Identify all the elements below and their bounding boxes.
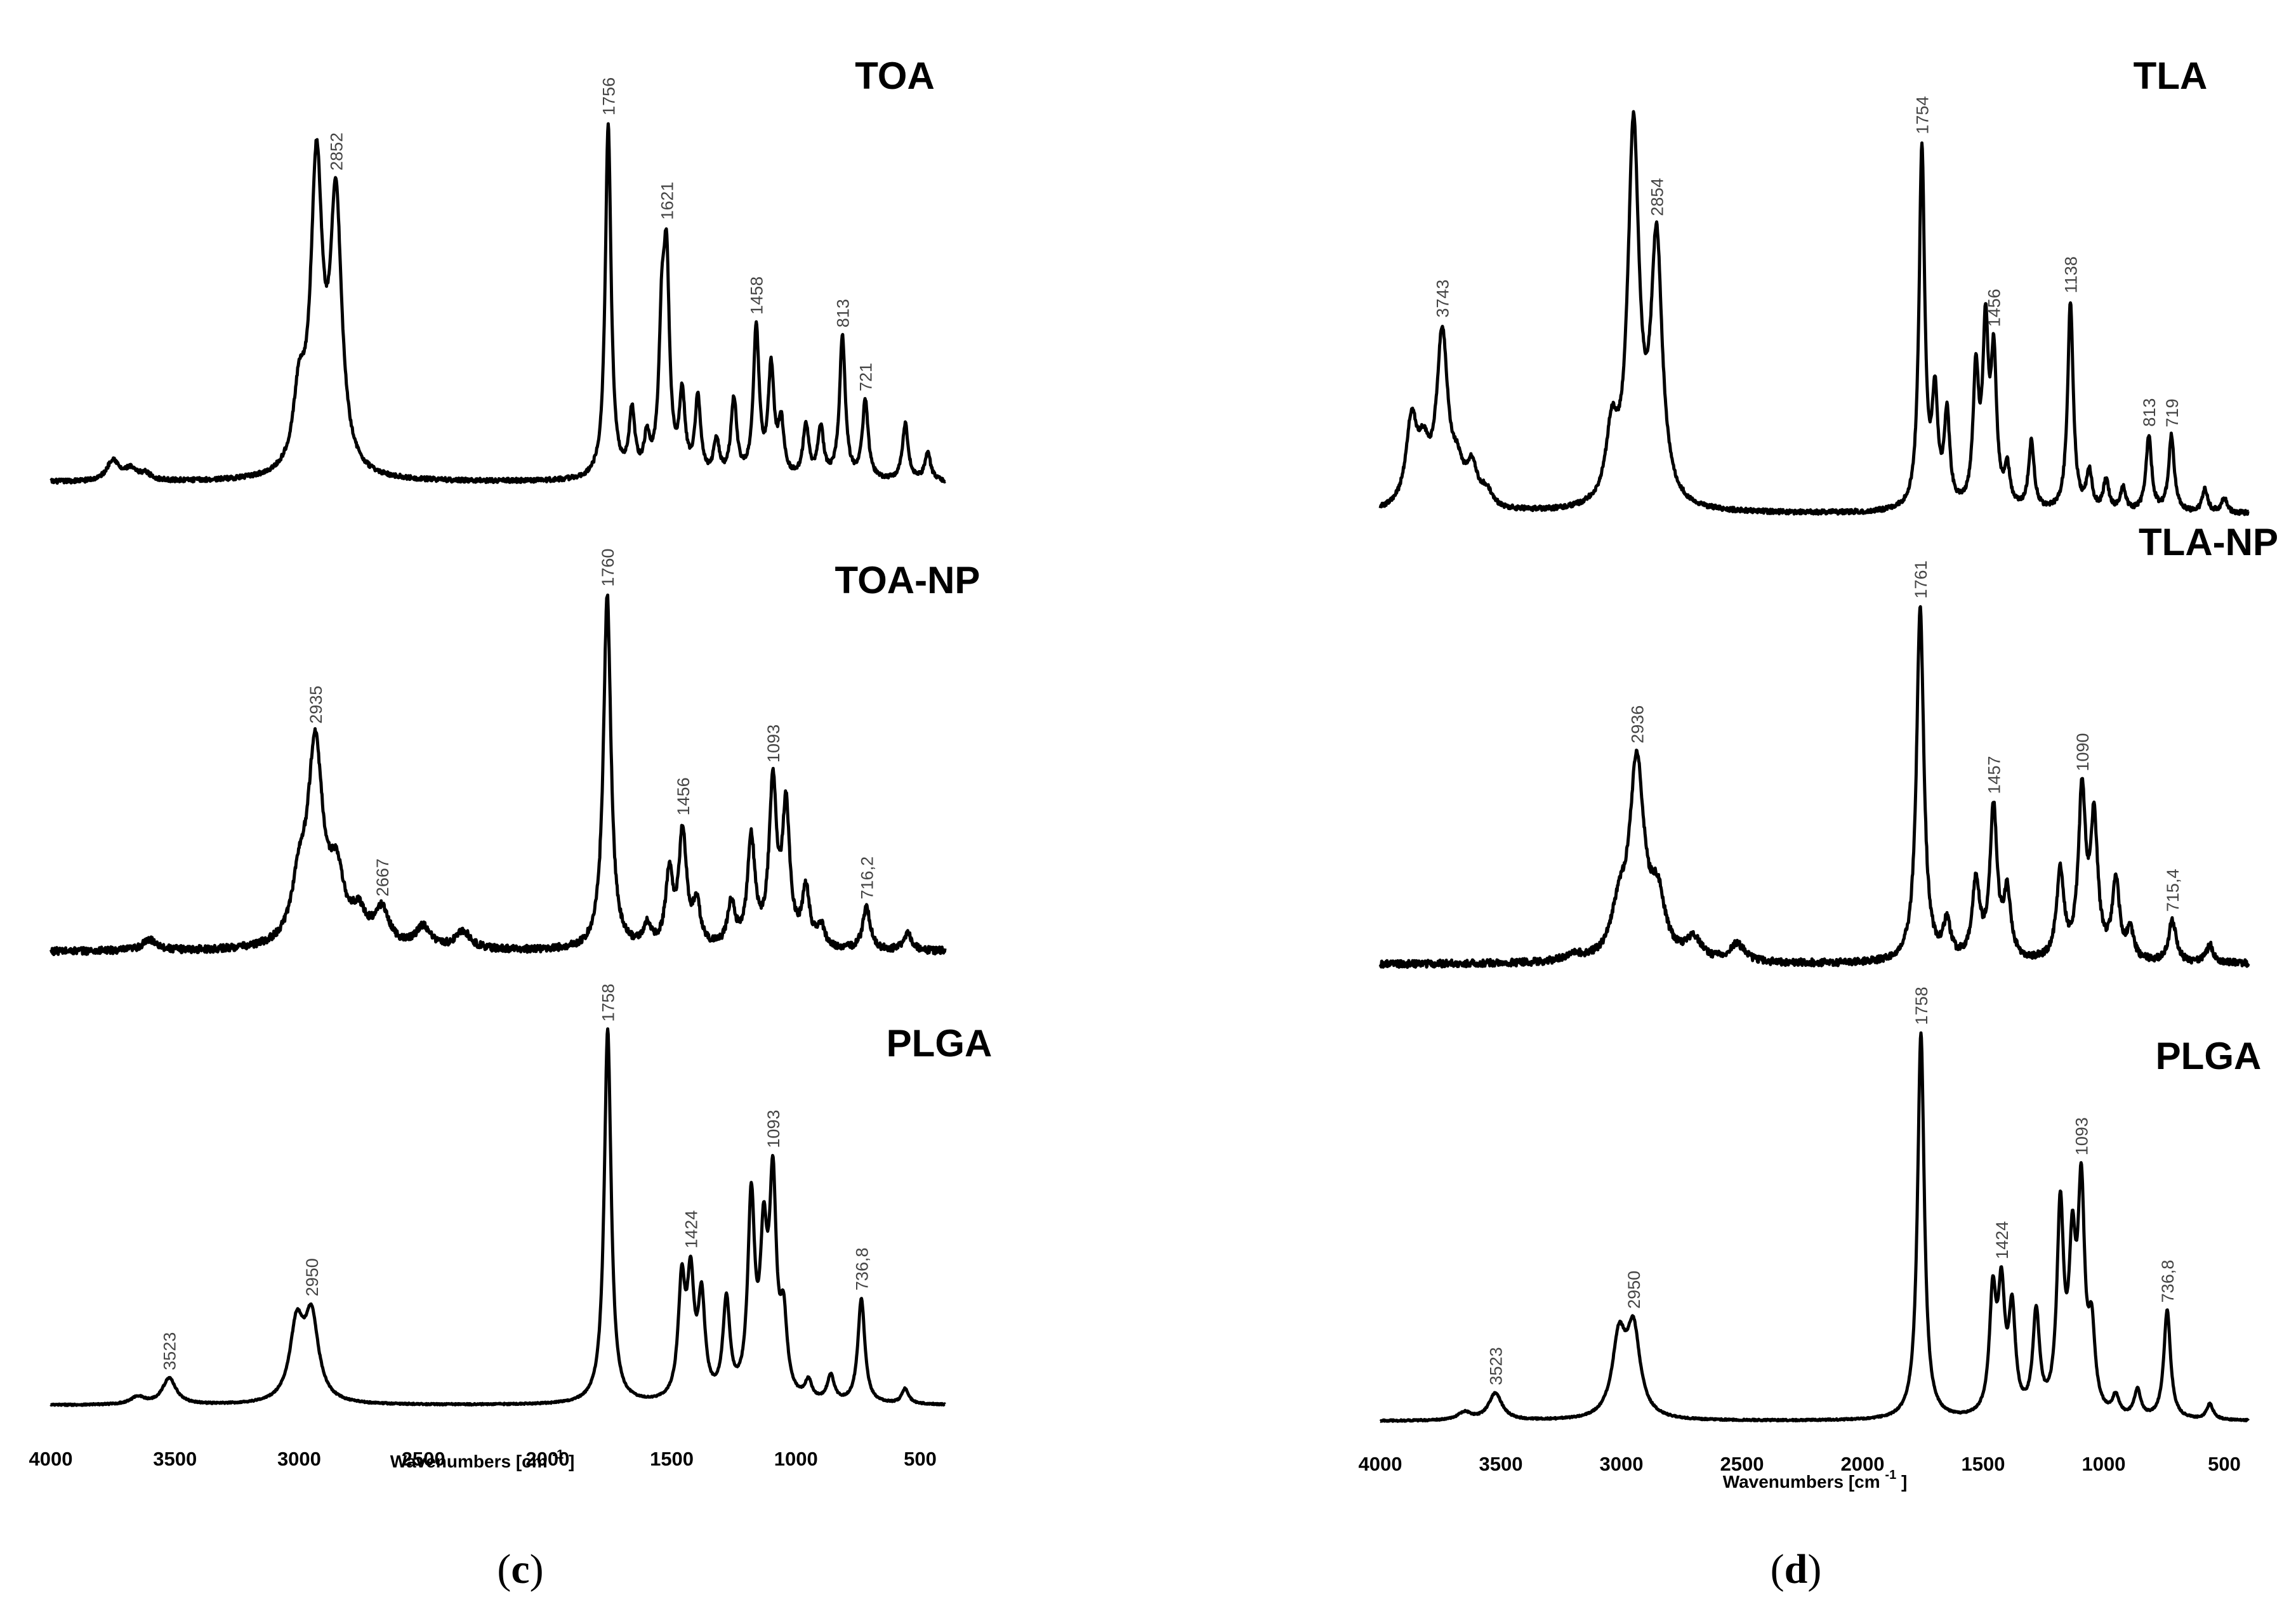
peak-label-2936: 2936 [1628,705,1647,744]
spectrum-line-tla [1378,110,2250,516]
x-tick-label-1000: 1000 [774,1448,818,1470]
peak-label-2852: 2852 [327,133,346,171]
peak-label-1761: 1761 [1911,560,1930,598]
peak-label-1458: 1458 [748,277,767,315]
series-label-plga: PLGA [2156,1035,2262,1077]
peak-label-813: 813 [833,299,852,327]
peak-label-1093: 1093 [2073,1117,2092,1155]
peak-label-736,8: 736,8 [852,1247,871,1290]
peak-label-3743: 3743 [1434,280,1453,318]
peak-label-716,2: 716,2 [857,856,876,900]
x-tick-label-2000: 2000 [1841,1453,1885,1475]
peak-label-3523: 3523 [161,1332,180,1370]
x-tick-label-1500: 1500 [650,1448,694,1470]
peak-label-715,4: 715,4 [2163,869,2182,912]
x-tick-label-500: 500 [904,1448,937,1470]
x-tick-label-1500: 1500 [1962,1453,2005,1475]
x-axis-title-sup: -1 [552,1448,564,1462]
panel-letter-d: (d) [1771,1546,1822,1592]
x-tick-label-4000: 4000 [1359,1453,1402,1475]
peak-label-1093: 1093 [764,725,783,763]
x-tick-label-1000: 1000 [2082,1453,2126,1475]
peak-label-1424: 1424 [1993,1221,2012,1259]
x-axis-title-close: ] [1896,1472,1907,1492]
peak-label-1621: 1621 [657,181,676,220]
peak-label-2935: 2935 [307,686,326,724]
peak-label-2854: 2854 [1647,178,1666,216]
spectrum-line-tla-np [1378,605,2250,969]
peak-label-1758: 1758 [1912,987,1931,1025]
series-label-plga: PLGA [887,1022,993,1065]
x-tick-label-3500: 3500 [153,1448,197,1470]
spectrum-line-plga [49,1027,946,1407]
panel-letter-d-text: d [1785,1546,1808,1592]
peak-label-2950: 2950 [1625,1271,1644,1309]
panel-d: TLA 3743 2854 1754 1456 1138 813 719 TLA-NP 2936 1… [1359,55,2278,1492]
peak-label-1456: 1456 [1985,289,2004,327]
peak-label-736,8: 736,8 [2158,1260,2177,1303]
peak-label-2667: 2667 [373,858,392,896]
series-label-toa: TOA [855,55,935,97]
x-axis-title-sup: -1 [1885,1468,1896,1482]
panel-c: TOA 2852 1756 1621 1458 813 721 TOA-NP 2935 2667 1… [29,55,993,1471]
peak-label-1424: 1424 [682,1210,701,1249]
x-tick-label-4000: 4000 [29,1448,73,1470]
peak-label-721: 721 [856,363,875,391]
peak-label-813: 813 [2140,398,2159,427]
peak-label-719: 719 [2163,398,2182,427]
peak-label-3523: 3523 [1486,1347,1505,1385]
peak-label-1456: 1456 [674,777,693,815]
x-axis-title: Wavenumbers [cm -1 ] [1723,1468,1908,1492]
peak-label-1093: 1093 [764,1110,783,1148]
peak-label-1754: 1754 [1913,96,1932,134]
x-tick-label-3000: 3000 [1600,1453,1644,1475]
x-axis-title-text: Wavenumbers [cm [390,1452,553,1471]
x-tick-label-3000: 3000 [277,1448,321,1470]
peak-label-1090: 1090 [2073,733,2092,771]
x-axis-title-close: ] [564,1452,574,1471]
x-tick-label-3500: 3500 [1479,1453,1523,1475]
spectrum-line-plga [1379,1031,2250,1423]
spectrum-line-toa-np [49,593,947,957]
peak-label-1138: 1138 [2062,256,2081,293]
x-tick-label-2500: 2500 [1720,1453,1764,1475]
peak-label-1760: 1760 [598,549,617,587]
peak-label-1457: 1457 [1984,756,2003,794]
panel-letter-c-text: c [511,1546,529,1592]
peak-label-1756: 1756 [599,77,618,115]
series-label-tla-np: TLA-NP [2139,521,2278,563]
peak-label-1758: 1758 [599,983,618,1021]
panel-letter-c: (c) [497,1546,543,1592]
x-tick-label-500: 500 [2208,1453,2241,1475]
x-axis-title: Wavenumbers [cm -1 ] [390,1448,575,1471]
x-axis-title-text: Wavenumbers [cm [1723,1472,1885,1492]
series-label-tla: TLA [2134,55,2208,97]
spectrum-line-toa [49,122,946,485]
peak-label-2950: 2950 [303,1258,322,1296]
x-tick-label-2500: 2500 [402,1448,445,1470]
series-label-toa-np: TOA-NP [835,559,980,601]
x-tick-label-2000: 2000 [525,1448,569,1470]
